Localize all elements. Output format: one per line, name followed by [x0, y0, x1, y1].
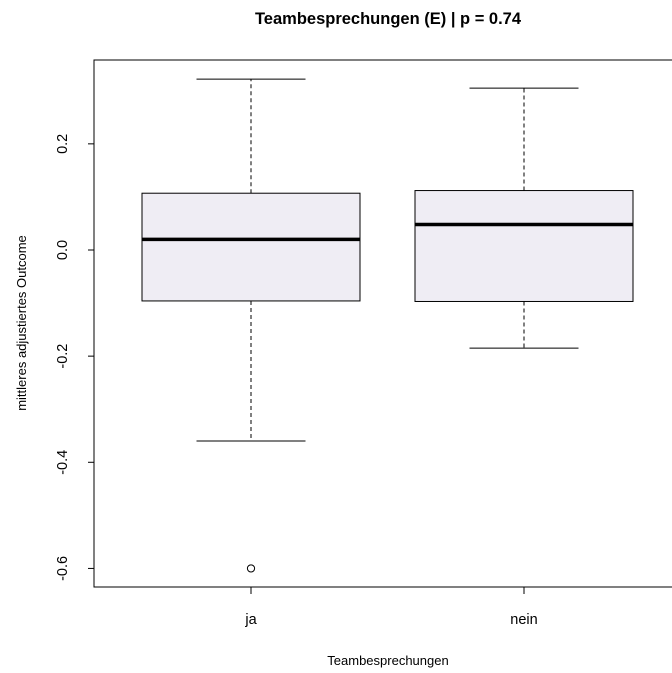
x-tick-label: ja	[244, 612, 257, 628]
y-axis: -0.6 -0.4 -0.2 0.0 0.2	[55, 134, 94, 581]
x-axis-label: Teambesprechungen	[327, 653, 448, 668]
y-tick-label: 0.2	[55, 134, 71, 154]
chart-title: Teambesprechungen (E) | p = 0.74	[255, 10, 522, 28]
plot-frame	[93, 59, 672, 588]
y-tick-label: -0.2	[55, 344, 71, 369]
x-tick-label: nein	[510, 612, 537, 628]
y-tick-label: -0.6	[55, 556, 71, 581]
boxes-group	[141, 78, 634, 573]
y-axis-label: mittleres adjustiertes Outcome	[14, 235, 29, 411]
x-axis: ja nein	[244, 587, 538, 628]
box-iqr	[141, 192, 361, 302]
y-tick-label: -0.4	[55, 450, 71, 475]
outlier-point	[246, 564, 256, 573]
y-tick-label: 0.0	[55, 240, 71, 260]
box-iqr	[414, 190, 634, 302]
